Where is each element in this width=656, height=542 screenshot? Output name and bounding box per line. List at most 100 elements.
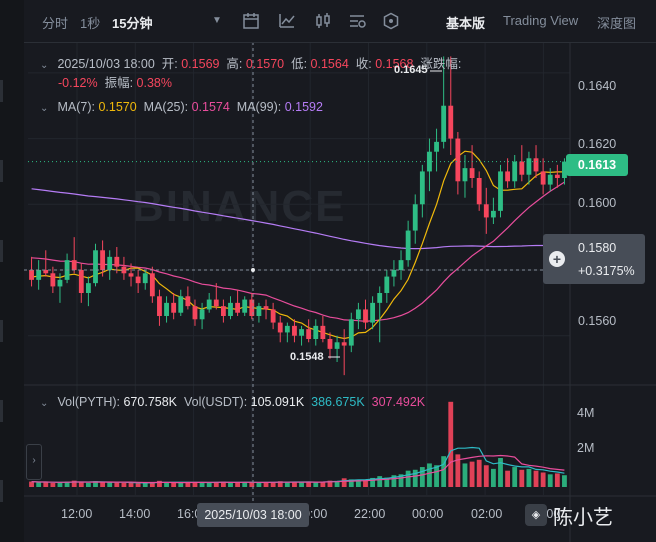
- strip-marker: [0, 400, 3, 422]
- volume-ma-slow-line: [31, 454, 565, 484]
- candle: [256, 302, 262, 323]
- volume-bar: [71, 480, 77, 487]
- volume-bar: [135, 483, 141, 487]
- volume-bar: [36, 482, 42, 487]
- volume-bar: [206, 482, 212, 487]
- volume-bar: [519, 469, 525, 487]
- candle: [562, 158, 567, 185]
- price-tick: 0.1620: [578, 137, 617, 151]
- collapse-chevron-icon[interactable]: ⌄: [40, 103, 49, 114]
- candle-body: [476, 178, 482, 205]
- settings-list-icon[interactable]: [348, 12, 366, 30]
- candle-body: [533, 158, 539, 172]
- one-second-tab[interactable]: 1秒: [80, 16, 101, 31]
- candle: [157, 289, 162, 326]
- volume-bar: [199, 482, 205, 487]
- time-tick: 02:00: [471, 507, 503, 521]
- volume-bar: [78, 482, 84, 487]
- candle: [142, 270, 148, 290]
- volume-ma-lines: [31, 446, 565, 484]
- candle-body: [469, 168, 475, 178]
- volume-bar: [562, 475, 567, 487]
- chart-toolbar: 分时 1秒 15分钟 ▼ 基本版 Trading View 深度图: [24, 0, 656, 43]
- candle: [178, 289, 184, 316]
- depth-chart-tab[interactable]: 深度图: [597, 16, 637, 31]
- crosshair-time-tag: 2025/10/03 18:00: [197, 503, 309, 527]
- candle: [519, 145, 525, 182]
- high-annotation: 0.1645: [394, 64, 428, 76]
- candle-body: [547, 174, 553, 185]
- change-label: 涨跌幅:: [420, 57, 462, 71]
- timeshare-tab[interactable]: 分时: [42, 16, 69, 31]
- low-value: 0.1564: [310, 57, 349, 71]
- interval-dropdown-icon[interactable]: ▼: [212, 15, 222, 26]
- add-alert-plus-icon[interactable]: +: [549, 251, 565, 267]
- price-tick: 0.1640: [578, 79, 617, 93]
- ma25-label: MA(25):: [143, 100, 189, 114]
- candle: [391, 260, 397, 287]
- time-tick: 14:00: [119, 507, 151, 521]
- candle: [107, 250, 113, 280]
- candle-body: [462, 168, 468, 182]
- indicator-chart-icon[interactable]: [278, 12, 296, 30]
- volume-bar: [505, 470, 511, 487]
- candle: [57, 273, 63, 303]
- interval-15m-tab[interactable]: 15分钟: [112, 16, 153, 31]
- candle: [249, 293, 255, 320]
- volume-bar: [398, 474, 404, 487]
- candle-body: [57, 279, 63, 287]
- collapse-chevron-icon[interactable]: ⌄: [40, 398, 49, 409]
- candle: [43, 250, 49, 277]
- close-label: 收:: [355, 57, 372, 71]
- trading-view-tab[interactable]: Trading View: [503, 13, 579, 28]
- candle-body: [419, 171, 425, 205]
- candle: [306, 319, 312, 343]
- candle: [185, 286, 191, 310]
- collapse-chevron-icon[interactable]: ⌄: [40, 60, 49, 71]
- ma7-value: 0.1570: [98, 100, 137, 114]
- ma-lines: [31, 150, 565, 340]
- basic-view-tab[interactable]: 基本版: [446, 16, 486, 31]
- volume-bar: [526, 468, 532, 487]
- volume-bar: [121, 482, 127, 487]
- candle-body: [50, 273, 56, 287]
- volume-bar: [171, 482, 177, 487]
- candle: [554, 164, 560, 188]
- strip-marker: [0, 80, 3, 102]
- candle-type-icon[interactable]: [314, 12, 332, 30]
- volume-bar: [213, 482, 219, 487]
- current-price-tag: 0.1613: [566, 154, 628, 176]
- left-strip: [0, 0, 24, 542]
- calendar-icon[interactable]: [242, 12, 260, 30]
- candle-body: [292, 325, 297, 336]
- hexagon-settings-icon[interactable]: [382, 12, 400, 30]
- candle: [85, 276, 91, 307]
- expand-panel-button[interactable]: ›: [26, 444, 42, 480]
- candle-body: [391, 270, 397, 277]
- volume-bar: [334, 481, 340, 487]
- candle-body: [448, 105, 454, 139]
- volume-bar: [363, 479, 368, 487]
- candle: [490, 197, 496, 224]
- ma25-value: 0.1574: [191, 100, 230, 114]
- candle-body: [220, 306, 226, 316]
- candle: [149, 266, 155, 303]
- candle-body: [114, 256, 120, 267]
- amplitude-label: 振幅:: [104, 76, 134, 90]
- volume-bar: [128, 483, 134, 487]
- volume-bar: [391, 475, 397, 487]
- candle: [434, 128, 439, 172]
- candle-body: [306, 329, 312, 339]
- volume-bar: [441, 456, 447, 487]
- volume-bar: [270, 481, 276, 487]
- price-tick: 0.1600: [578, 196, 617, 210]
- candle: [341, 329, 347, 376]
- vol-ma1-value: 386.675K: [311, 395, 365, 409]
- candle: [476, 171, 482, 211]
- candle-body: [441, 105, 447, 142]
- candle-body: [100, 250, 106, 270]
- candle-body: [434, 141, 439, 152]
- low-label: 低:: [291, 57, 308, 71]
- candle-body: [498, 171, 503, 211]
